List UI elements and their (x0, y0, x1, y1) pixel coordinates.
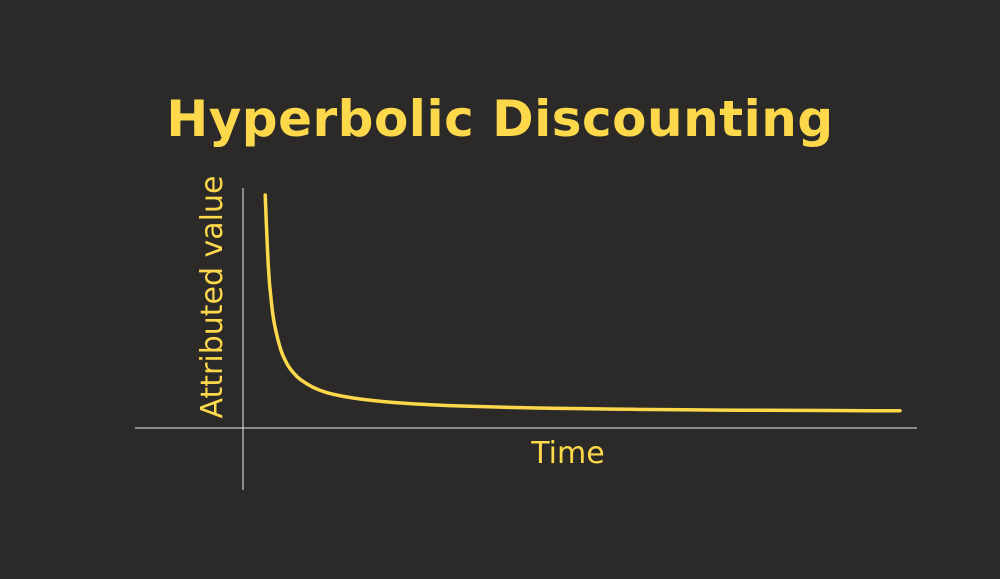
series-line (263, 193, 902, 413)
chart-title: Hyperbolic Discounting (166, 90, 834, 148)
y-axis-label: Attributed value (195, 176, 230, 419)
x-axis-label: Time (530, 436, 604, 471)
